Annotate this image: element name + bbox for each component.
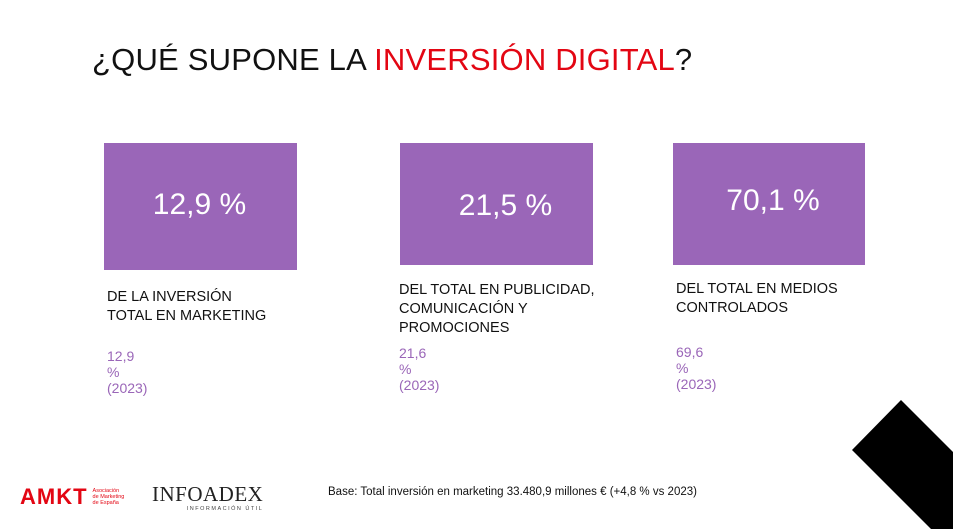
stat-previous-year: 21,6 % (2023) [399,345,440,393]
stat-previous-year: 12,9 % (2023) [107,348,148,396]
stat-value: 12,9 % [152,187,247,221]
stat-value-box: 12,9 % [104,143,297,270]
stat-description: DEL TOTAL EN PUBLICIDAD, COMUNICACIÓN Y … [399,282,595,336]
stat-description: DEL TOTAL EN MEDIOS CONTROLADOS [676,281,838,316]
amkt-logo-wordmark: AMKT [20,484,88,509]
stat-value: 70,1 % [726,184,820,217]
title-prefix: ¿QUÉ SUPONE LA [92,42,375,77]
page-title: ¿QUÉ SUPONE LA INVERSIÓN DIGITAL? [92,42,692,78]
stat-description: DE LA INVERSIÓN TOTAL EN MARKETING [107,289,267,324]
amkt-logo-subtitle: Asociación de Marketing de España [92,488,125,506]
amkt-logo: AMKT Asociación de Marketing de España [20,484,141,510]
infoadex-logo-wordmark: INFOADEX [152,482,264,506]
corner-decoration [852,400,953,529]
base-footnote: Base: Total inversión en marketing 33.48… [328,486,697,498]
title-highlight: INVERSIÓN DIGITAL [374,42,675,77]
stat-value: 21,5 % [458,189,553,222]
title-suffix: ? [674,42,693,77]
infoadex-logo-subtitle: INFORMACIÓN ÚTIL [186,506,264,512]
stat-value-box: 21,5 % [400,143,593,265]
stat-previous-year: 69,6 % (2023) [676,344,717,392]
infoadex-logo: INFOADEX INFORMACIÓN ÚTIL [152,482,263,512]
stat-value-box: 70,1 % [673,143,865,265]
